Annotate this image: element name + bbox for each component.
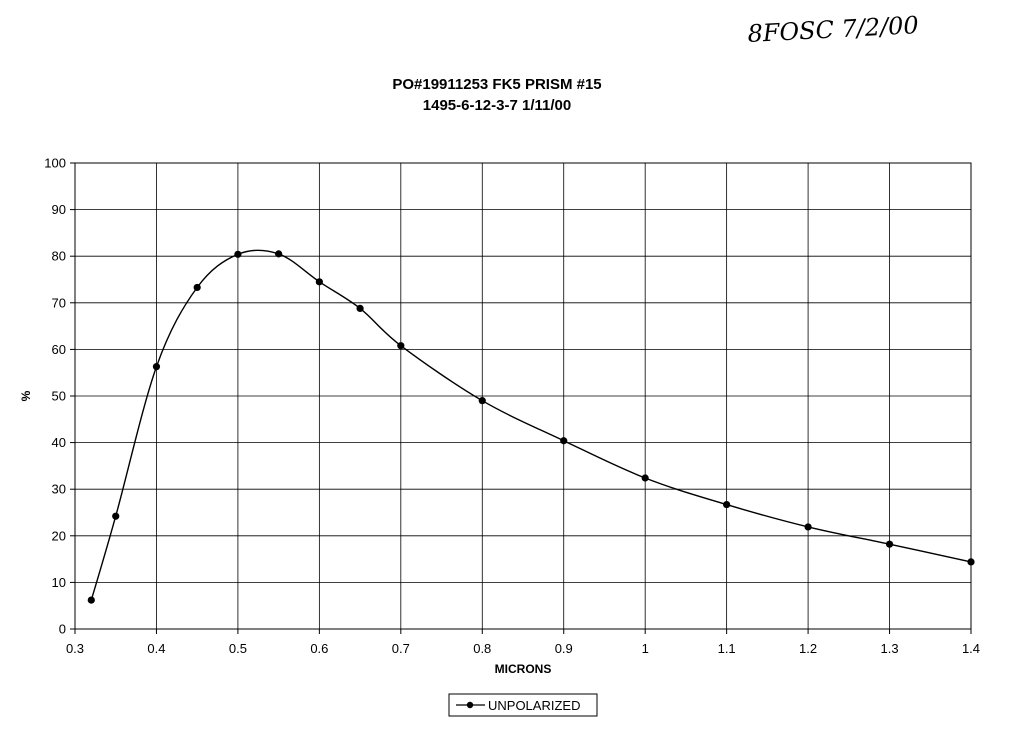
data-point bbox=[112, 512, 120, 520]
chart-title-line-2: 1495-6-12-3-7 1/11/00 bbox=[423, 97, 571, 114]
data-point bbox=[967, 558, 975, 566]
x-tick-label: 1.1 bbox=[718, 641, 736, 656]
x-axis-label: MICRONS bbox=[495, 662, 552, 676]
data-point bbox=[885, 540, 894, 548]
x-tick-label: 1 bbox=[642, 641, 649, 656]
y-tick-label: 70 bbox=[52, 295, 66, 310]
data-point bbox=[234, 250, 242, 258]
x-tick-label: 0.8 bbox=[473, 641, 491, 656]
data-point bbox=[723, 500, 731, 509]
series-unpolarized bbox=[87, 249, 975, 604]
data-point bbox=[560, 437, 568, 445]
legend-marker-swatch bbox=[466, 701, 474, 709]
data-point bbox=[87, 596, 95, 604]
x-tick-label: 0.4 bbox=[147, 641, 165, 656]
data-point bbox=[315, 278, 323, 286]
data-point bbox=[193, 283, 201, 292]
x-tick-label: 0.5 bbox=[229, 641, 247, 656]
data-point bbox=[397, 342, 405, 350]
y-tick-label: 60 bbox=[52, 342, 66, 357]
y-tick-label: 10 bbox=[52, 575, 66, 590]
y-tick-label: 50 bbox=[52, 389, 66, 404]
x-tick-label: 0.9 bbox=[555, 641, 573, 656]
data-point bbox=[641, 474, 649, 482]
gridlines bbox=[74, 162, 972, 630]
chart-title-line-1: PO#19911253 FK5 PRISM #15 bbox=[392, 76, 601, 93]
x-tick-label: 1.4 bbox=[962, 641, 980, 656]
x-tick-label: 0.6 bbox=[310, 641, 328, 656]
series-line bbox=[90, 249, 972, 601]
y-tick-label: 40 bbox=[52, 435, 66, 450]
legend-label-unpolarized: UNPOLARIZED bbox=[488, 698, 580, 713]
y-tick-label: 30 bbox=[52, 482, 66, 497]
x-tick-label: 1.3 bbox=[881, 641, 899, 656]
data-point bbox=[275, 250, 283, 258]
data-point bbox=[152, 363, 161, 371]
legend-box bbox=[448, 693, 598, 717]
x-axis-tick-labels: 0.3 0.4 0.5 0.6 0.7 0.8 0.9 1 1.1 1.2 1.3 1.4 bbox=[66, 629, 980, 656]
x-tick-label: 0.3 bbox=[66, 641, 84, 656]
data-point bbox=[478, 397, 486, 405]
legend: UNPOLARIZED bbox=[448, 693, 598, 717]
y-axis-label: % bbox=[19, 390, 33, 401]
y-tick-label: 100 bbox=[44, 156, 66, 171]
y-tick-label: 20 bbox=[52, 528, 66, 543]
data-point bbox=[356, 304, 364, 312]
x-tick-label: 0.7 bbox=[392, 641, 410, 656]
y-tick-label: 90 bbox=[52, 202, 66, 217]
x-tick-label: 1.2 bbox=[799, 641, 817, 656]
data-point bbox=[804, 523, 812, 531]
y-axis-tick-labels: 0 10 20 30 40 50 60 70 80 90 100 bbox=[44, 156, 75, 637]
handwritten-annotation: 8FOSC 7/2/00 bbox=[747, 11, 920, 48]
y-tick-label: 80 bbox=[52, 249, 66, 264]
y-tick-label: 0 bbox=[59, 622, 66, 637]
